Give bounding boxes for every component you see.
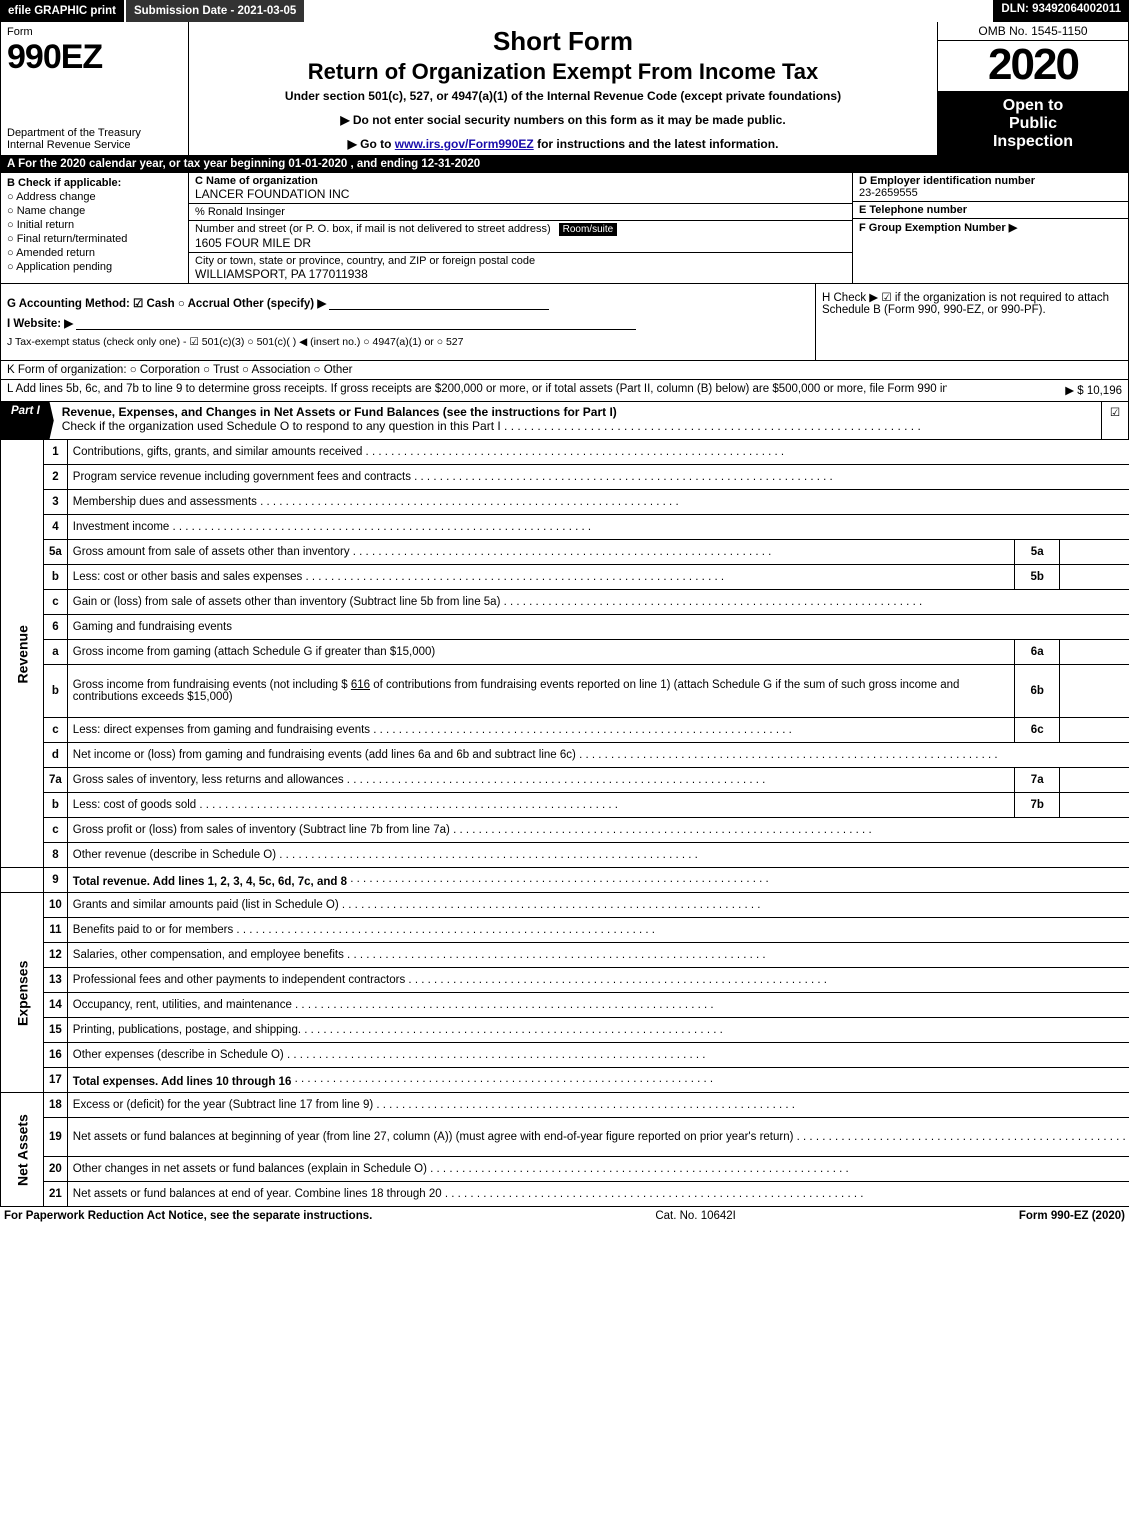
chk-final-return[interactable]: Final return/terminated	[7, 233, 182, 245]
form-word: Form	[7, 26, 182, 38]
row-i-website: I Website: ▶	[7, 316, 809, 330]
line-5c-desc: Gain or (loss) from sale of assets other…	[67, 590, 1129, 615]
top-bar: efile GRAPHIC print Submission Date - 20…	[0, 0, 1129, 22]
line-10-desc: Grants and similar amounts paid (list in…	[67, 893, 1129, 918]
line-5a-desc: Gross amount from sale of assets other t…	[67, 540, 1014, 565]
col-c-name-address: C Name of organization LANCER FOUNDATION…	[189, 173, 853, 283]
dept-treasury: Department of the Treasury	[7, 127, 182, 139]
line-1-desc: Contributions, gifts, grants, and simila…	[67, 440, 1129, 465]
care-of: % Ronald Insinger	[195, 206, 285, 218]
part-i-tag: Part I	[1, 402, 54, 439]
page-footer: For Paperwork Reduction Act Notice, see …	[0, 1207, 1129, 1225]
omb-number: OMB No. 1545-1150	[938, 22, 1128, 41]
chk-initial-return[interactable]: Initial return	[7, 219, 182, 231]
form-number: 990EZ	[7, 38, 182, 77]
line-7b-val: 0	[1060, 793, 1129, 818]
tax-year: 2020	[938, 41, 1128, 92]
col-b-checkboxes: B Check if applicable: Address change Na…	[1, 173, 189, 283]
chk-address-change[interactable]: Address change	[7, 191, 182, 203]
chk-application-pending[interactable]: Application pending	[7, 261, 182, 273]
arrow-ssn: ▶ Do not enter social security numbers o…	[199, 113, 927, 127]
subtitle: Under section 501(c), 527, or 4947(a)(1)…	[199, 89, 927, 103]
line-19-desc: Net assets or fund balances at beginning…	[67, 1118, 1129, 1157]
line-6d-desc: Net income or (loss) from gaming and fun…	[67, 743, 1129, 768]
line-7b-desc: Less: cost of goods sold	[67, 793, 1014, 818]
chk-name-change[interactable]: Name change	[7, 205, 182, 217]
line-4-desc: Investment income	[67, 515, 1129, 540]
part-i-table: Revenue 1 Contributions, gifts, grants, …	[0, 440, 1129, 1207]
line-6b-desc: Gross income from fundraising events (no…	[67, 665, 1014, 718]
chk-amended-return[interactable]: Amended return	[7, 247, 182, 259]
line-13-desc: Professional fees and other payments to …	[67, 968, 1129, 993]
line-6a-desc: Gross income from gaming (attach Schedul…	[67, 640, 1014, 665]
line-11-desc: Benefits paid to or for members	[67, 918, 1129, 943]
ein: 23-2659555	[859, 187, 918, 199]
dln: DLN: 93492064002011	[993, 0, 1129, 22]
group-exemption-label: F Group Exemption Number ▶	[859, 222, 1017, 234]
title-short-form: Short Form	[199, 26, 927, 57]
col-def: D Employer identification number 23-2659…	[853, 173, 1128, 283]
form-page-label: Form 990-EZ (2020)	[1019, 1210, 1125, 1222]
open-to-public: Open to Public Inspection	[938, 92, 1128, 155]
street-address: 1605 FOUR MILE DR	[195, 236, 311, 250]
line-6c-desc: Less: direct expenses from gaming and fu…	[67, 718, 1014, 743]
room-suite-label: Room/suite	[559, 223, 618, 236]
line-20-desc: Other changes in net assets or fund bala…	[67, 1157, 1129, 1182]
form-header: Form 990EZ Department of the Treasury In…	[0, 22, 1129, 156]
line-15-desc: Printing, publications, postage, and shi…	[67, 1018, 1129, 1043]
irs-link[interactable]: www.irs.gov/Form990EZ	[395, 137, 534, 151]
side-net-assets: Net Assets	[1, 1093, 44, 1207]
entity-block: B Check if applicable: Address change Na…	[0, 173, 1129, 284]
line-17-desc: Total expenses. Add lines 10 through 16 …	[67, 1068, 1129, 1093]
org-name: LANCER FOUNDATION INC	[195, 187, 349, 201]
row-j-tax-exempt: J Tax-exempt status (check only one) - ☑…	[7, 336, 809, 348]
line-7c-desc: Gross profit or (loss) from sales of inv…	[67, 818, 1129, 843]
line-7a-desc: Gross sales of inventory, less returns a…	[67, 768, 1014, 793]
line-5b-desc: Less: cost or other basis and sales expe…	[67, 565, 1014, 590]
line-18-desc: Excess or (deficit) for the year (Subtra…	[67, 1093, 1129, 1118]
paperwork-notice: For Paperwork Reduction Act Notice, see …	[4, 1210, 372, 1222]
line-21-desc: Net assets or fund balances at end of ye…	[67, 1182, 1129, 1207]
line-2-desc: Program service revenue including govern…	[67, 465, 1129, 490]
line-8-desc: Other revenue (describe in Schedule O)	[67, 843, 1129, 868]
line-9-desc: Total revenue. Add lines 1, 2, 3, 4, 5c,…	[67, 868, 1129, 893]
row-a-tax-year: A For the 2020 calendar year, or tax yea…	[0, 156, 1129, 173]
line-6-desc: Gaming and fundraising events	[67, 615, 1129, 640]
line-6b-val: 0	[1060, 665, 1129, 718]
dept-irs: Internal Revenue Service	[7, 139, 182, 151]
side-expenses: Expenses	[1, 893, 44, 1093]
gross-receipts-amount: ▶ $ 10,196	[1065, 383, 1122, 397]
cat-number: Cat. No. 10642I	[655, 1210, 736, 1222]
submission-date: Submission Date - 2021-03-05	[126, 0, 306, 22]
line-12-desc: Salaries, other compensation, and employ…	[67, 943, 1129, 968]
row-g-accounting: G Accounting Method: ☑ Cash ○ Accrual Ot…	[7, 296, 809, 310]
line-14-desc: Occupancy, rent, utilities, and maintena…	[67, 993, 1129, 1018]
telephone-label: E Telephone number	[859, 204, 967, 216]
efile-print[interactable]: efile GRAPHIC print	[0, 0, 126, 22]
row-l-gross-receipts: L Add lines 5b, 6c, and 7b to line 9 to …	[0, 380, 1129, 402]
line-3-desc: Membership dues and assessments	[67, 490, 1129, 515]
part-i-checkbox[interactable]: ☑	[1101, 402, 1128, 439]
city-state-zip: WILLIAMSPORT, PA 177011938	[195, 267, 368, 281]
gih-block: G Accounting Method: ☑ Cash ○ Accrual Ot…	[0, 284, 1129, 361]
line-7a-val: 0	[1060, 768, 1129, 793]
side-revenue: Revenue	[1, 440, 44, 868]
row-h-schedule-b: H Check ▶ ☑ if the organization is not r…	[816, 284, 1128, 360]
arrow-goto: ▶ Go to www.irs.gov/Form990EZ for instru…	[199, 137, 927, 151]
row-k-form-of-org: K Form of organization: ○ Corporation ○ …	[0, 361, 1129, 380]
line-16-desc: Other expenses (describe in Schedule O)	[67, 1043, 1129, 1068]
title-return: Return of Organization Exempt From Incom…	[199, 59, 927, 85]
part-i-header: Part I Revenue, Expenses, and Changes in…	[0, 402, 1129, 440]
